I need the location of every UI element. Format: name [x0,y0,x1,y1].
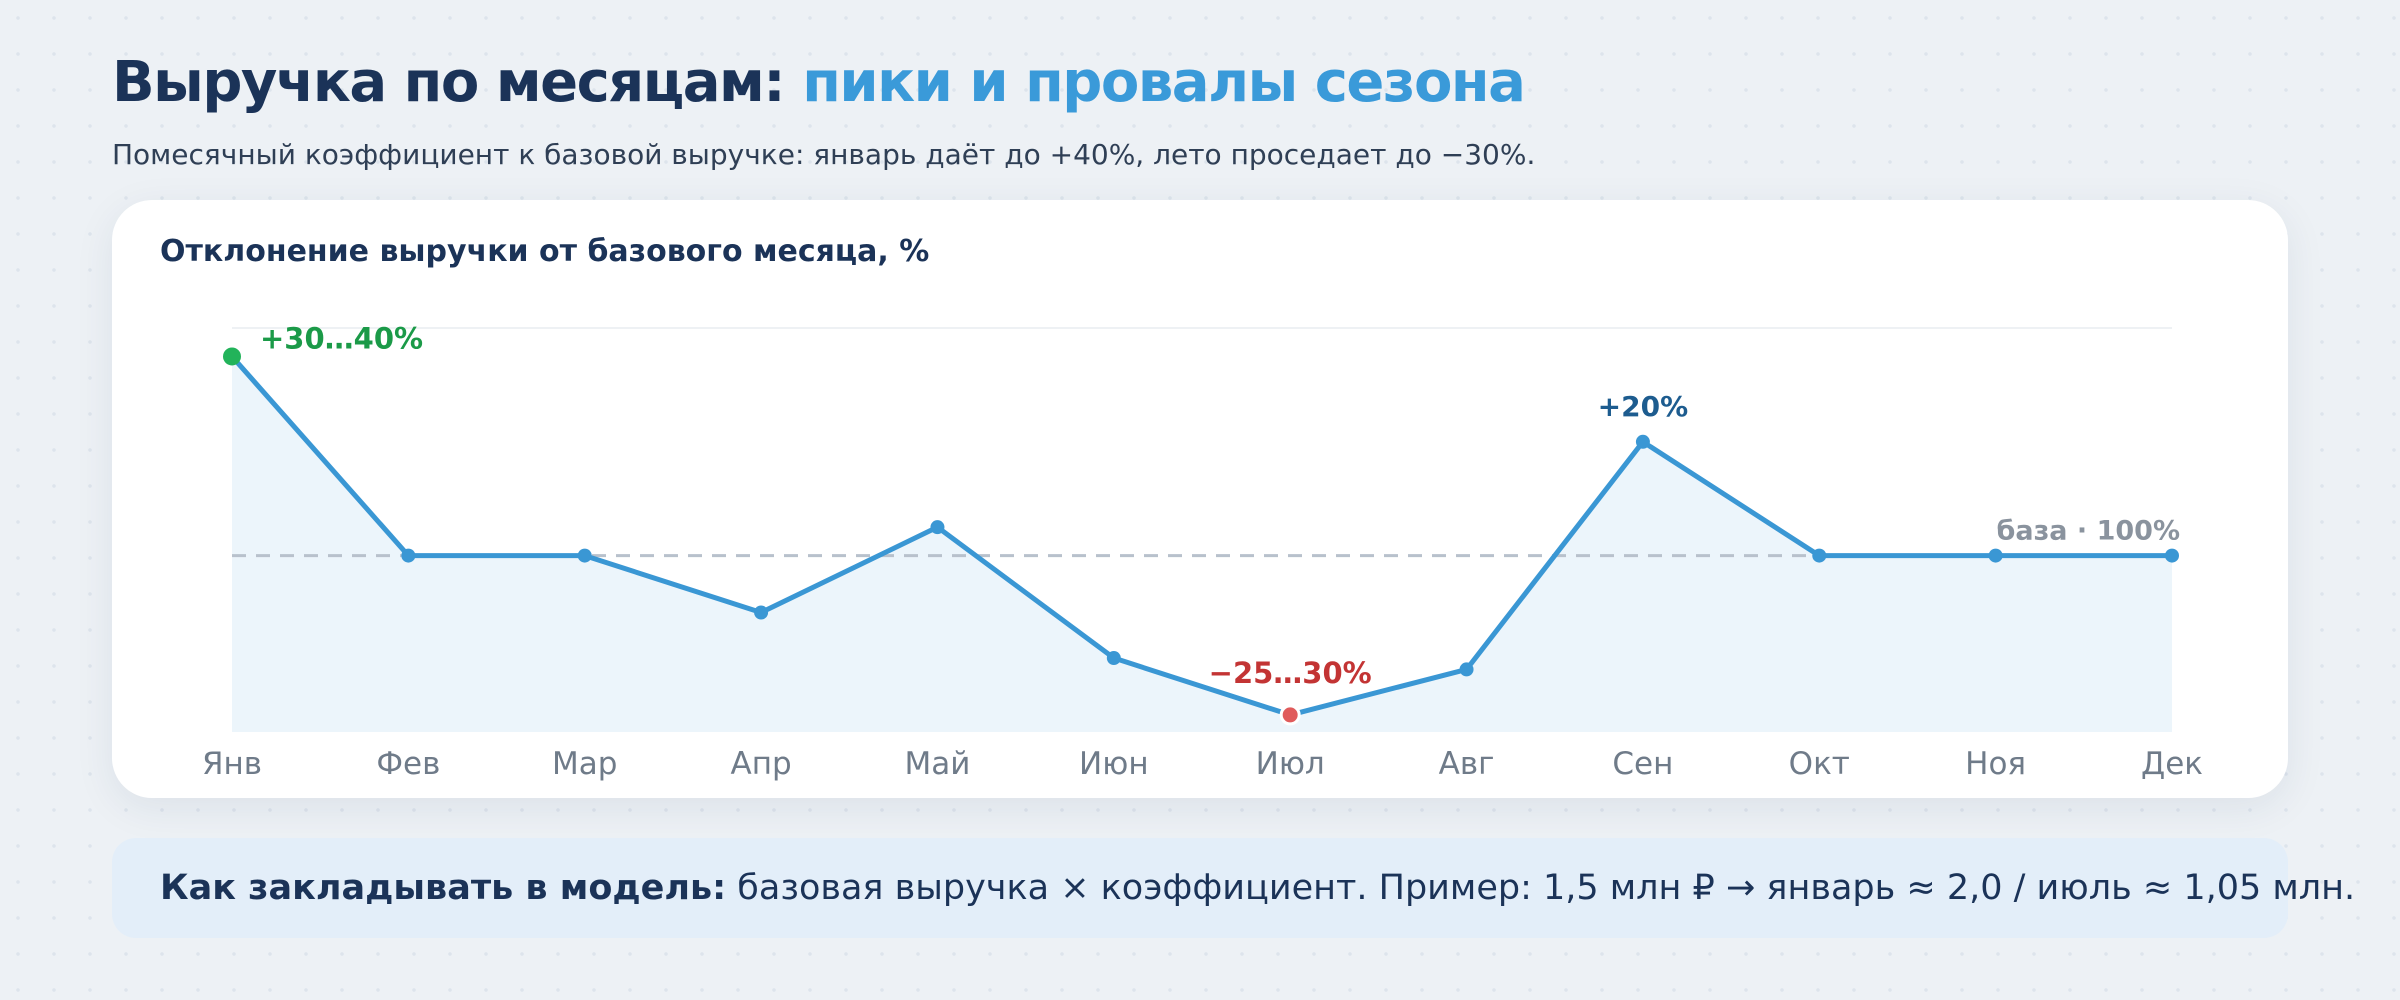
data-point-9 [1635,434,1650,449]
x-tick-label: Фев [376,746,440,782]
model-note-text: базовая выручка × коэффициент. Пример: 1… [726,868,2356,908]
x-tick-label: Сен [1612,746,1673,782]
page-title: Выручка по месяцам: пики и провалы сезон… [112,50,1526,115]
data-point-3 [577,548,592,563]
data-point-5 [930,520,945,535]
data-point-11 [1988,548,2003,563]
annotation-trough: −25…30% [1209,656,1372,690]
chart-card: Янв Фев Мар Апр Май Июн Июл Авг Сен Окт Ноя Дек +30…… [112,200,2288,798]
data-point-8 [1459,662,1474,677]
revenue-line-chart: Янв Фев Мар Апр Май Июн Июл Авг Сен Окт Ноя Дек +30…… [202,321,2203,782]
page-subtitle: Помесячный коэффициент к базовой выручке… [112,138,1536,171]
annotation-sep: +20% [1598,390,1688,423]
series-area-fill [232,356,2172,732]
x-tick-label: Янв [202,746,262,782]
x-tick-label: Авг [1439,746,1495,782]
x-tick-label: Июл [1256,746,1325,782]
data-point-7 [1279,704,1301,726]
data-point-2 [401,548,416,563]
series-line [229,353,2175,718]
x-tick-label: Мар [552,746,617,782]
x-tick-label: Июн [1079,746,1149,782]
x-tick-label: Ноя [1965,746,2026,782]
x-tick-label: Май [905,746,971,782]
x-tick-label: Дек [2141,746,2203,782]
annotation-base: база · 100% [1997,516,2180,547]
title-accent: пики и провалы сезона [802,50,1526,115]
data-point-6 [1106,651,1121,666]
annotation-peak: +30…40% [260,321,423,355]
data-point-1 [223,347,241,366]
x-tick-label: Окт [1789,746,1850,782]
data-point-10 [1812,548,1827,563]
model-note: Как закладывать в модель: базовая выручк… [112,838,2355,938]
data-point-4 [754,605,769,620]
model-note-label: Как закладывать в модель: [160,868,727,908]
data-point-12 [2165,548,2179,563]
chart-title: Отклонение выручки от базового месяца, % [160,234,930,269]
title-main: Выручка по месяцам: [112,50,803,115]
x-tick-label: Апр [731,746,792,782]
